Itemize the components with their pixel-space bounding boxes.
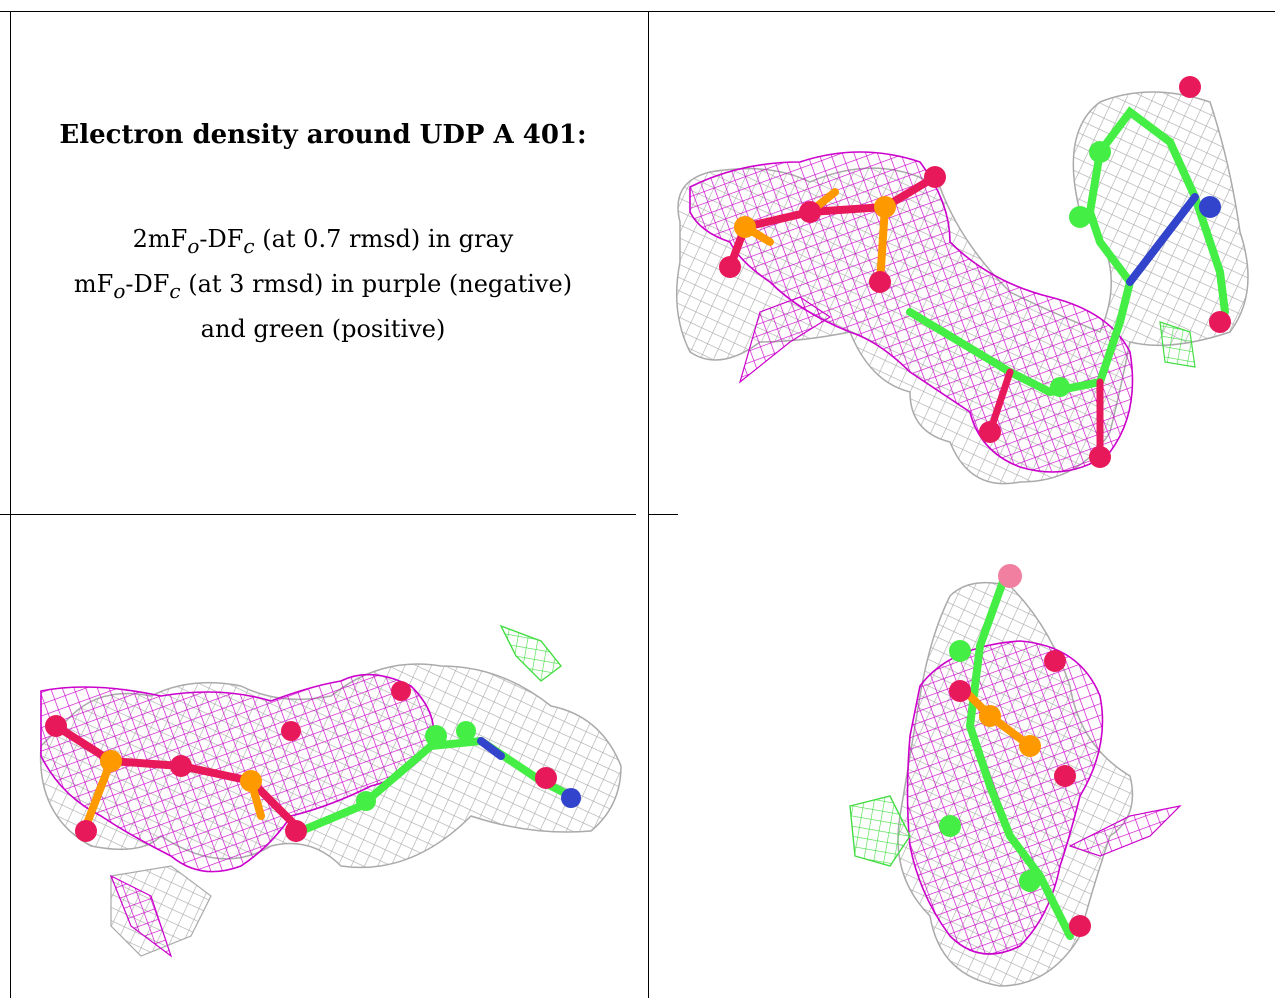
density-panel-bottom-left: [11, 516, 636, 996]
mesh-fofc-positive: [849, 795, 911, 867]
frame-top-border: [0, 11, 1275, 12]
frame-left-border: [10, 11, 11, 998]
molecule-atoms: [719, 76, 1231, 468]
mesh-fofc-positive: [499, 624, 562, 682]
mesh-fofc-negative: [40, 673, 435, 958]
frame-center-divider: [648, 11, 649, 998]
density-render-top-right: [675, 76, 1249, 485]
mesh-fofc-negative: [906, 640, 1182, 955]
caption-line-fofc: mFo-DFc (at 3 rmsd) in purple (negative): [73, 269, 573, 303]
caption-cell: Electron density around UDP A 401: 2mFo-…: [10, 120, 636, 348]
frame-middle-divider-right: [648, 514, 678, 515]
caption-line-positive: and green (positive): [200, 314, 446, 343]
caption-title: Electron density around UDP A 401:: [59, 120, 587, 150]
molecule-atoms: [45, 681, 581, 842]
molecule-atoms: [939, 564, 1091, 937]
caption-line-2fofc: 2mFo-DFc (at 0.7 rmsd) in gray: [132, 225, 514, 258]
density-panel-bottom-right: [650, 516, 1275, 996]
density-render-bottom-left: [39, 624, 622, 958]
frame-middle-divider-left: [0, 514, 636, 515]
mesh-fofc-positive: [1159, 321, 1196, 368]
density-render-bottom-right: [849, 564, 1182, 987]
density-panel-top-right: [650, 12, 1275, 512]
